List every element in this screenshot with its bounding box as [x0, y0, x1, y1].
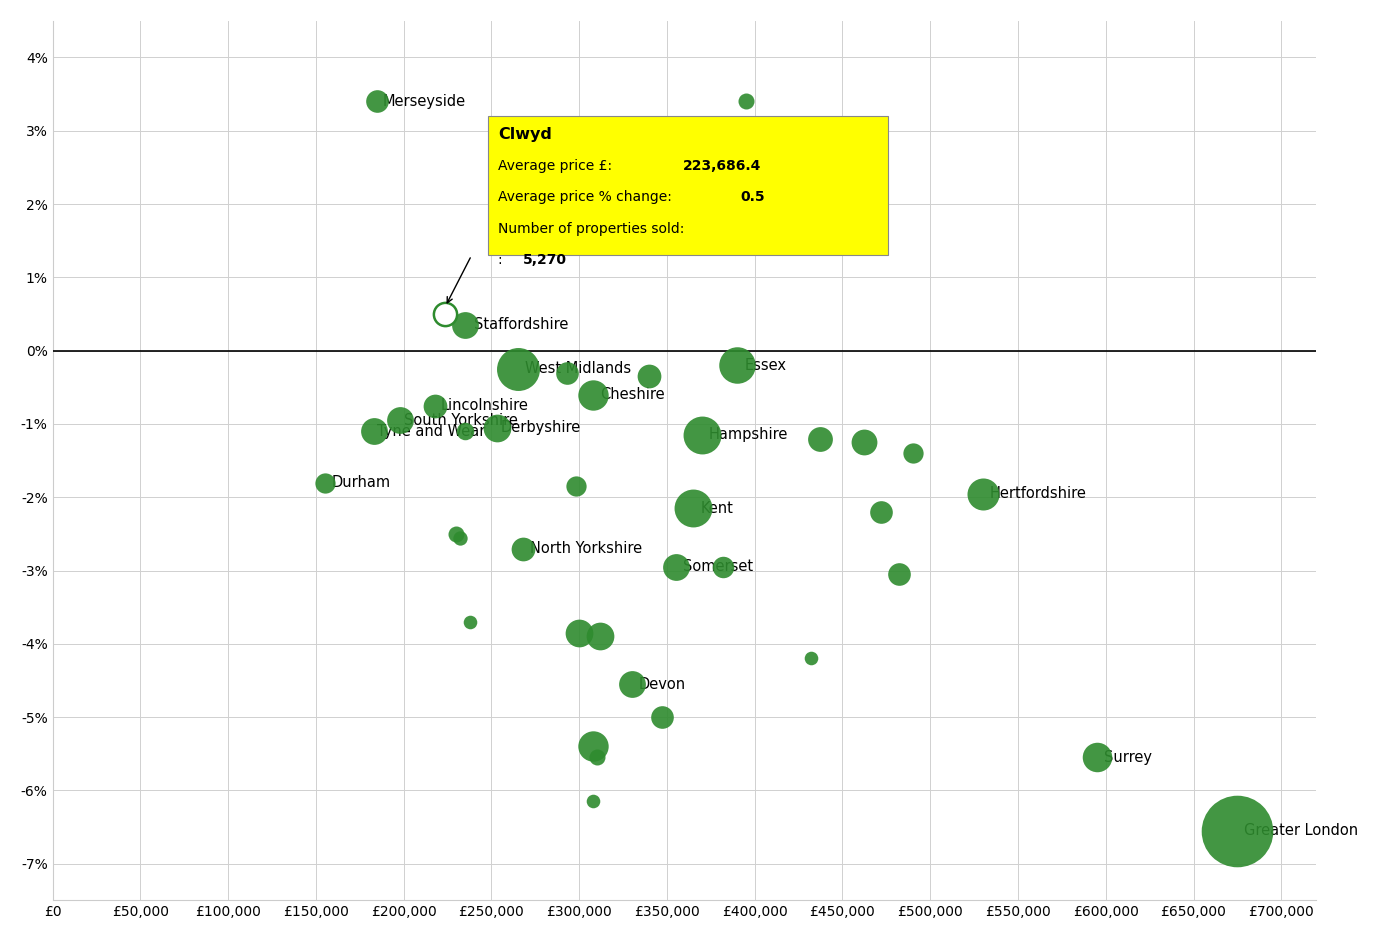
Point	[389, 413, 411, 428]
Point	[314, 475, 336, 490]
Point	[638, 368, 660, 384]
Text: Clwyd: Clwyd	[499, 127, 552, 142]
Point	[682, 501, 705, 516]
Point	[424, 398, 446, 413]
Point	[589, 629, 612, 644]
Point	[506, 362, 528, 377]
FancyBboxPatch shape	[488, 117, 888, 256]
Point	[887, 567, 909, 582]
Text: 223,686.4: 223,686.4	[682, 159, 762, 173]
Point	[455, 318, 477, 333]
Text: :: :	[499, 253, 507, 267]
Point	[445, 526, 467, 541]
Text: Derbyshire: Derbyshire	[500, 420, 581, 435]
Point	[569, 625, 591, 640]
Point	[434, 306, 456, 321]
Text: South Yorkshire: South Yorkshire	[403, 413, 517, 428]
Text: West Midlands: West Midlands	[525, 362, 631, 376]
Point	[455, 424, 477, 439]
Text: Kent: Kent	[701, 501, 733, 516]
Point	[363, 424, 385, 439]
Text: Cheshire: Cheshire	[600, 387, 664, 402]
Point	[621, 677, 644, 692]
Text: Essex: Essex	[744, 358, 787, 373]
Text: Lincolnshire: Lincolnshire	[441, 399, 528, 413]
Point	[1226, 823, 1248, 838]
Point	[902, 446, 924, 461]
Text: Greater London: Greater London	[1244, 823, 1358, 838]
Text: Somerset: Somerset	[682, 559, 753, 574]
Point	[485, 420, 507, 435]
Point	[852, 434, 874, 449]
Point	[1086, 750, 1108, 765]
Point	[664, 559, 687, 574]
Point	[556, 365, 578, 380]
Text: 0.5: 0.5	[741, 190, 766, 204]
Text: Surrey: Surrey	[1104, 750, 1152, 765]
Point	[582, 794, 605, 809]
Point	[651, 710, 673, 725]
Point	[564, 478, 587, 494]
Text: Merseyside: Merseyside	[382, 94, 466, 109]
Point	[585, 750, 607, 765]
Text: Average price % change:: Average price % change:	[499, 190, 681, 204]
Point	[582, 739, 605, 754]
Point	[582, 387, 605, 402]
Point	[712, 559, 734, 574]
Point	[870, 505, 892, 520]
Point	[449, 530, 471, 545]
Text: North Yorkshire: North Yorkshire	[530, 541, 642, 556]
Text: Staffordshire: Staffordshire	[474, 318, 569, 333]
Text: Average price £:: Average price £:	[499, 159, 621, 173]
Point	[726, 358, 748, 373]
Text: Durham: Durham	[332, 475, 391, 490]
Text: Number of properties sold:: Number of properties sold:	[499, 222, 685, 236]
Point	[799, 650, 821, 666]
Text: Tyne and Wear: Tyne and Wear	[377, 424, 485, 439]
Point	[972, 486, 994, 501]
Point	[366, 94, 388, 109]
Point	[809, 431, 831, 446]
Point	[459, 614, 481, 629]
Text: Devon: Devon	[639, 677, 685, 692]
Point	[735, 94, 758, 109]
Text: Hampshire: Hampshire	[709, 428, 788, 443]
Point	[691, 428, 713, 443]
Text: Hertfordshire: Hertfordshire	[990, 486, 1087, 501]
Text: 5,270: 5,270	[523, 253, 567, 267]
Point	[512, 541, 534, 556]
